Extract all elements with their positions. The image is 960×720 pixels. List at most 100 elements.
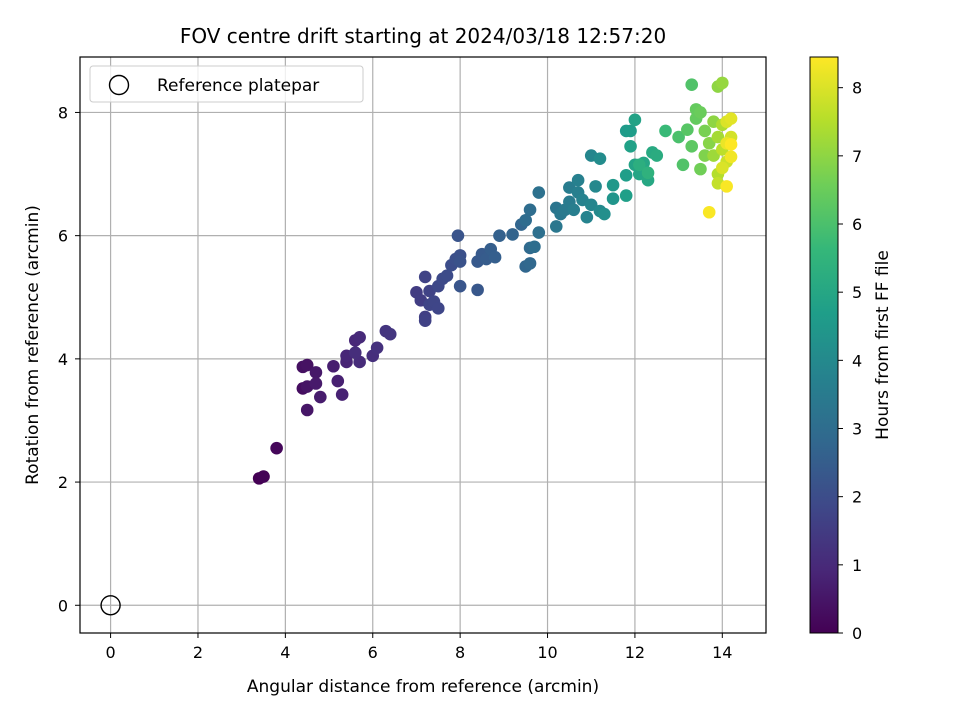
data-point <box>681 123 694 136</box>
data-point <box>702 136 716 150</box>
data-point <box>724 112 738 125</box>
data-point <box>471 283 484 297</box>
colorbar-ticks: 0 1 2 3 4 5 6 7 8 <box>838 79 862 643</box>
colorbar: 0 1 2 3 4 5 6 7 8 Hours from first FF file <box>809 56 893 643</box>
data-point <box>493 229 506 242</box>
data-point <box>694 106 707 119</box>
y-tick-label: 4 <box>58 350 68 369</box>
data-point <box>314 390 327 404</box>
data-point <box>309 366 323 379</box>
data-point <box>532 186 546 199</box>
data-point <box>571 173 585 187</box>
x-tick-label: 2 <box>193 643 203 662</box>
data-point <box>589 180 602 193</box>
data-point <box>532 226 546 239</box>
data-point <box>418 314 432 327</box>
colorbar-tick-label: 0 <box>852 624 862 643</box>
data-point <box>327 359 340 373</box>
x-tick-label: 14 <box>712 643 732 662</box>
data-point <box>676 158 690 172</box>
data-point <box>720 180 733 193</box>
data-point <box>453 279 467 293</box>
x-tick-label: 10 <box>537 643 557 662</box>
x-tick-label: 6 <box>368 643 378 662</box>
colorbar-tick-label: 7 <box>852 147 862 166</box>
x-axis-label: Angular distance from reference (arcmin) <box>247 677 599 697</box>
data-point <box>353 330 366 344</box>
data-point <box>567 203 581 217</box>
colorbar-label: Hours from first FF file <box>873 250 893 440</box>
data-point <box>685 140 699 153</box>
data-point <box>335 388 349 401</box>
data-point <box>331 374 345 388</box>
data-point <box>606 178 620 192</box>
y-axis-ticks: 0 2 4 6 8 <box>58 103 80 615</box>
plot-area-frame <box>79 56 767 634</box>
y-tick-label: 6 <box>58 227 68 246</box>
reference-platepar-marker <box>100 595 121 616</box>
data-point <box>716 161 729 175</box>
data-point <box>650 149 664 162</box>
colorbar-tick-label: 2 <box>852 488 862 507</box>
data-point <box>549 220 563 233</box>
data-point <box>598 207 611 221</box>
data-point <box>453 255 467 268</box>
data-point <box>370 341 384 355</box>
data-point <box>716 76 729 90</box>
data-point <box>431 302 445 315</box>
data-point <box>418 270 432 284</box>
legend-label-reference: Reference platepar <box>157 76 319 96</box>
data-point <box>300 403 314 417</box>
data-point <box>506 228 519 241</box>
data-point <box>694 162 707 176</box>
colorbar-gradient <box>809 56 839 634</box>
data-point <box>619 189 633 202</box>
data-point <box>309 377 323 390</box>
data-point <box>624 140 637 153</box>
data-point <box>711 130 725 144</box>
colorbar-tick-label: 3 <box>852 420 862 439</box>
data-point <box>641 166 655 180</box>
colorbar-tick-label: 5 <box>852 283 862 302</box>
x-tick-label: 12 <box>625 643 645 662</box>
colorbar-tick-label: 8 <box>852 79 862 98</box>
data-point <box>528 240 541 254</box>
data-point <box>300 358 314 372</box>
data-point <box>488 250 502 264</box>
colorbar-tick-label: 4 <box>852 351 862 370</box>
colorbar-tick-label: 6 <box>852 215 862 234</box>
colorbar-tick-label: 1 <box>852 556 862 575</box>
data-point <box>257 470 270 483</box>
data-point <box>685 78 699 92</box>
legend-box <box>89 65 364 103</box>
data-point <box>672 130 685 144</box>
x-tick-label: 8 <box>455 643 465 662</box>
data-point <box>593 152 607 165</box>
data-point <box>632 158 646 172</box>
data-point <box>724 138 738 151</box>
x-tick-label: 0 <box>105 643 115 662</box>
data-point <box>619 168 633 182</box>
data-point <box>724 150 738 164</box>
data-point <box>606 192 620 205</box>
legend: Reference platepar <box>89 65 364 103</box>
data-point <box>659 124 672 138</box>
x-tick-label: 4 <box>280 643 290 662</box>
data-point <box>270 441 283 455</box>
data-point <box>707 149 720 162</box>
data-point <box>440 269 454 282</box>
y-tick-label: 2 <box>58 473 68 492</box>
data-points <box>100 76 738 616</box>
data-point <box>519 213 532 227</box>
data-point <box>383 327 397 341</box>
data-point <box>580 210 594 224</box>
y-tick-label: 0 <box>58 596 68 615</box>
data-point <box>628 113 642 127</box>
data-point <box>584 198 598 212</box>
y-axis-label: Rotation from reference (arcmin) <box>23 205 43 485</box>
y-tick-label: 8 <box>58 103 68 122</box>
data-point <box>451 229 465 242</box>
data-point <box>523 257 537 270</box>
data-point <box>702 205 716 219</box>
data-point <box>523 203 537 217</box>
